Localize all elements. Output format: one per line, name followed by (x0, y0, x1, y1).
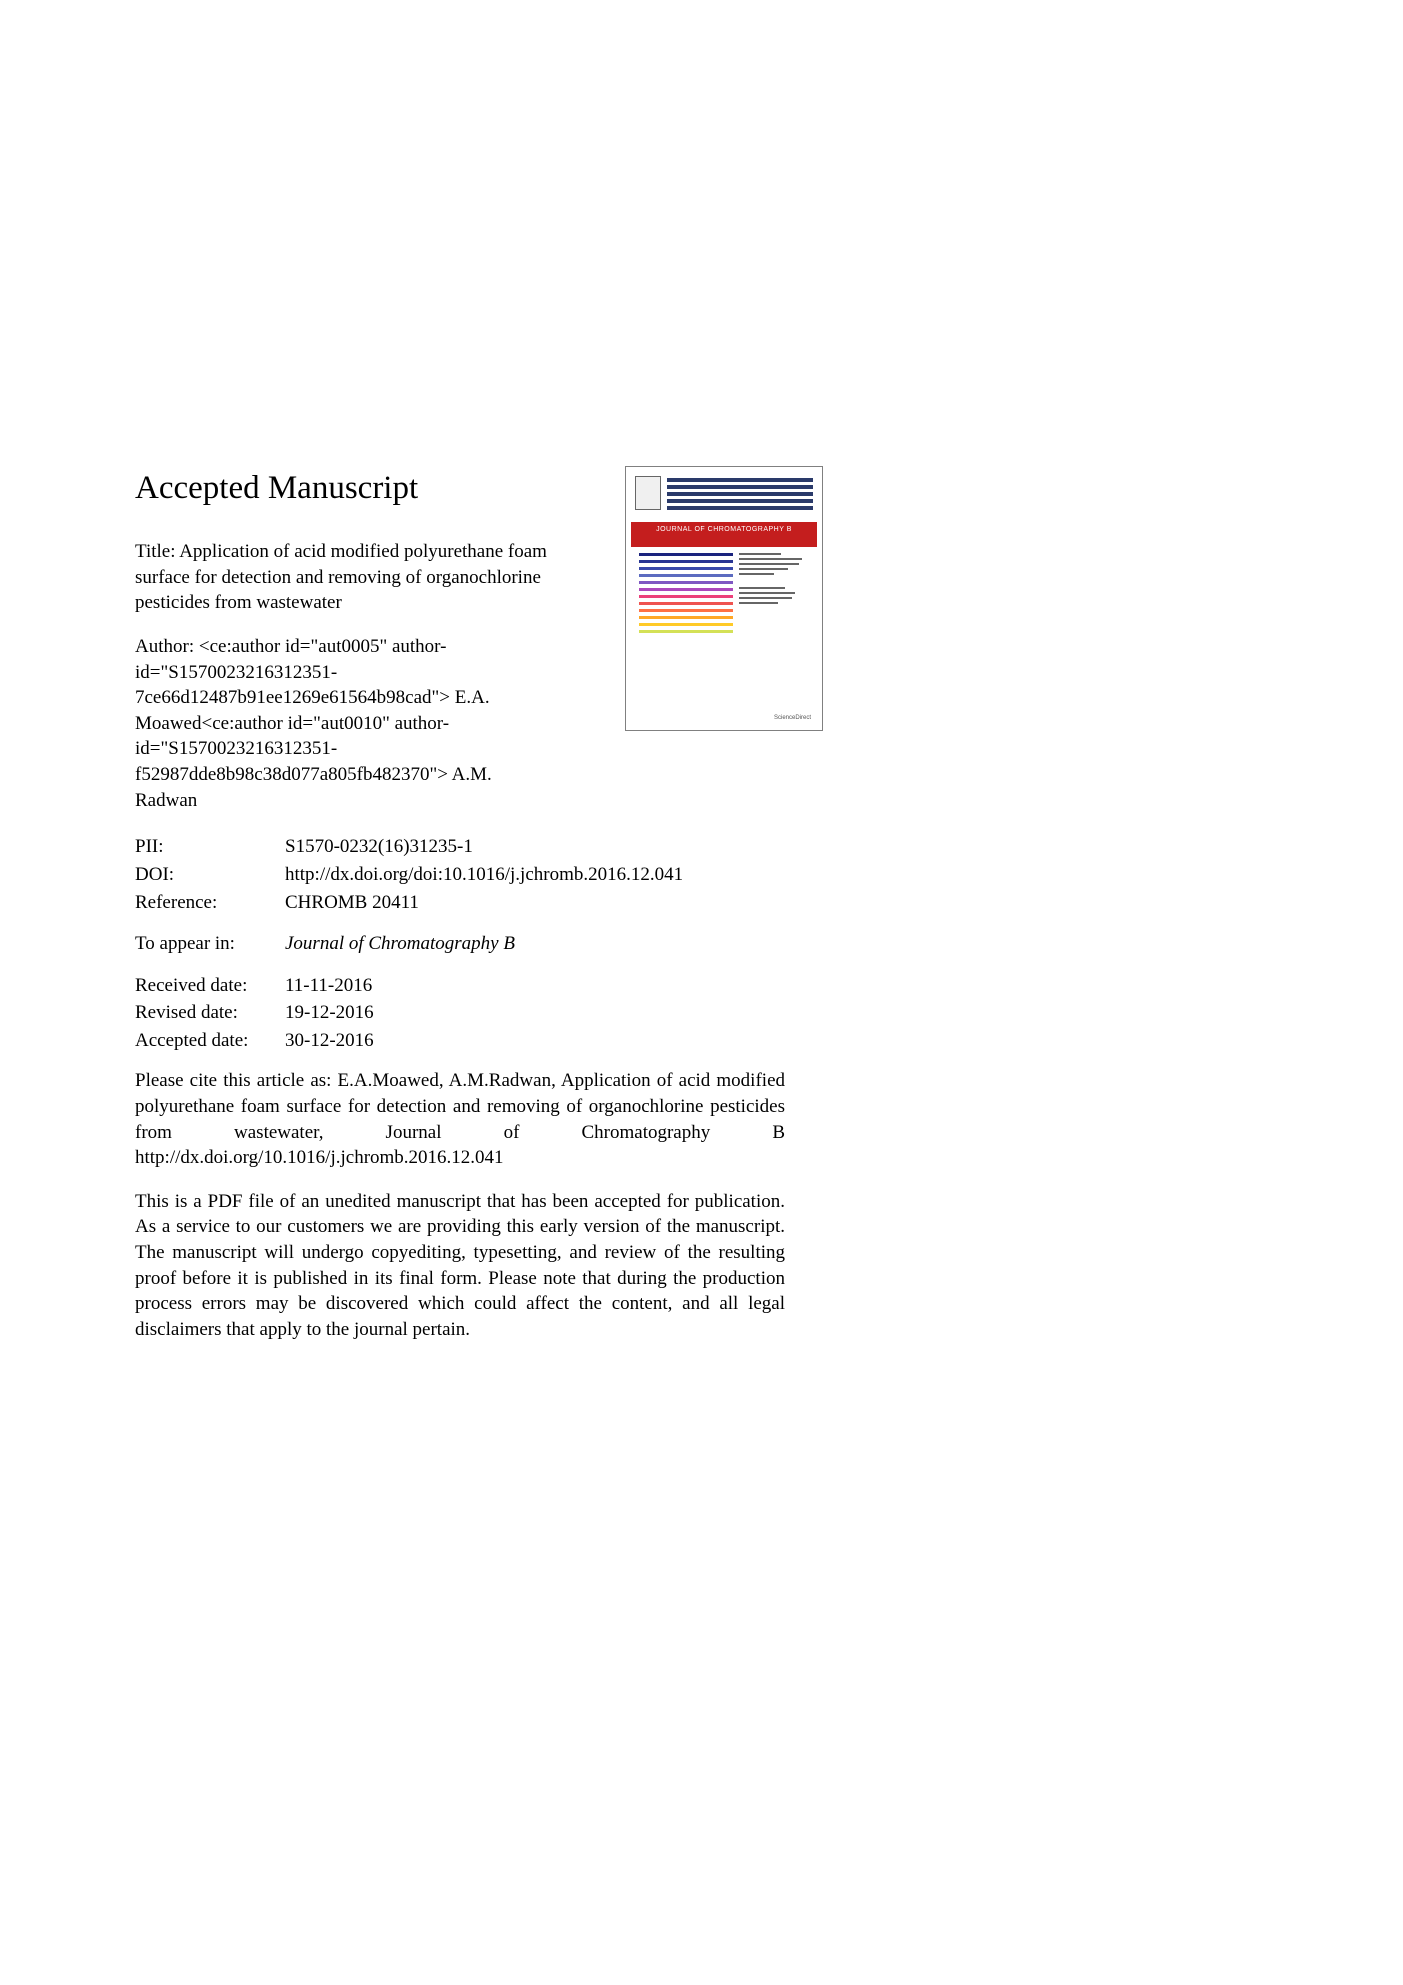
meta-table-2: To appear in: Journal of Chromatography … (135, 930, 815, 958)
cover-gradient-line (639, 609, 733, 612)
cover-inner: JOURNAL OF CHROMATOGRAPHY B ScienceDirec… (631, 472, 817, 725)
cover-gradient-line (639, 567, 733, 570)
meta-table-3: Received date: 11-11-2016 Revised date: … (135, 972, 815, 1055)
disclaimer-block: This is a PDF file of an unedited manusc… (135, 1189, 785, 1343)
citation-block: Please cite this article as: E.A.Moawed,… (135, 1068, 785, 1171)
cover-text-line (739, 602, 778, 604)
cover-text-line (739, 587, 785, 589)
elsevier-logo-icon (635, 476, 661, 510)
meta-row-pii: PII: S1570-0232(16)31235-1 (135, 833, 815, 861)
meta-label: To appear in: (135, 930, 285, 958)
cover-top-line (667, 485, 813, 489)
meta-value: CHROMB 20411 (285, 889, 419, 917)
meta-value[interactable]: http://dx.doi.org/doi:10.1016/j.jchromb.… (285, 861, 683, 889)
cover-banner: JOURNAL OF CHROMATOGRAPHY B (631, 522, 817, 537)
meta-row-doi: DOI: http://dx.doi.org/doi:10.1016/j.jch… (135, 861, 815, 889)
meta-label: Revised date: (135, 999, 285, 1027)
cover-footer: ScienceDirect (774, 715, 811, 721)
cover-gradient-line (639, 553, 733, 556)
cover-text-col (739, 553, 809, 633)
cover-gradient-line (639, 581, 733, 584)
meta-label: Accepted date: (135, 1027, 285, 1055)
cover-gradient-line (639, 560, 733, 563)
meta-value-journal: Journal of Chromatography B (285, 930, 515, 958)
meta-table-1: PII: S1570-0232(16)31235-1 DOI: http://d… (135, 833, 815, 916)
cover-gradient-line (639, 595, 733, 598)
meta-label: PII: (135, 833, 285, 861)
cover-text-line (739, 592, 795, 594)
cover-top (631, 472, 817, 522)
meta-row-accepted: Accepted date: 30-12-2016 (135, 1027, 815, 1055)
author-block: Author: <ce:author id="aut0005" author-i… (135, 634, 555, 813)
meta-label: DOI: (135, 861, 285, 889)
cover-text-line (739, 597, 792, 599)
cover-text-line (739, 568, 788, 570)
meta-row-revised: Revised date: 19-12-2016 (135, 999, 815, 1027)
cover-top-line (667, 499, 813, 503)
cover-text-line (739, 553, 781, 555)
cover-text-line (739, 573, 774, 575)
meta-value: 19-12-2016 (285, 999, 374, 1027)
meta-row-appear: To appear in: Journal of Chromatography … (135, 930, 815, 958)
meta-value: S1570-0232(16)31235-1 (285, 833, 473, 861)
cover-text-line (739, 558, 802, 560)
cover-top-lines (667, 476, 813, 518)
meta-label: Reference: (135, 889, 285, 917)
title-block: Title: Application of acid modified poly… (135, 539, 605, 616)
cover-gradient-line (639, 630, 733, 633)
cover-gradient-line (639, 588, 733, 591)
cover-subbanner (631, 537, 817, 547)
cover-gradient-line (639, 616, 733, 619)
cover-top-line (667, 478, 813, 482)
meta-label: Received date: (135, 972, 285, 1000)
cover-gradient-line (639, 602, 733, 605)
cover-top-line (667, 506, 813, 510)
cover-gradient-line (639, 623, 733, 626)
cover-top-line (667, 492, 813, 496)
meta-value: 11-11-2016 (285, 972, 372, 1000)
cover-text-line (739, 563, 799, 565)
cover-gradient-lines (639, 553, 733, 633)
cover-body (631, 547, 817, 637)
meta-row-received: Received date: 11-11-2016 (135, 972, 815, 1000)
cover-gradient-line (639, 574, 733, 577)
meta-row-reference: Reference: CHROMB 20411 (135, 889, 815, 917)
journal-cover-thumbnail: JOURNAL OF CHROMATOGRAPHY B ScienceDirec… (625, 466, 823, 731)
meta-value: 30-12-2016 (285, 1027, 374, 1055)
